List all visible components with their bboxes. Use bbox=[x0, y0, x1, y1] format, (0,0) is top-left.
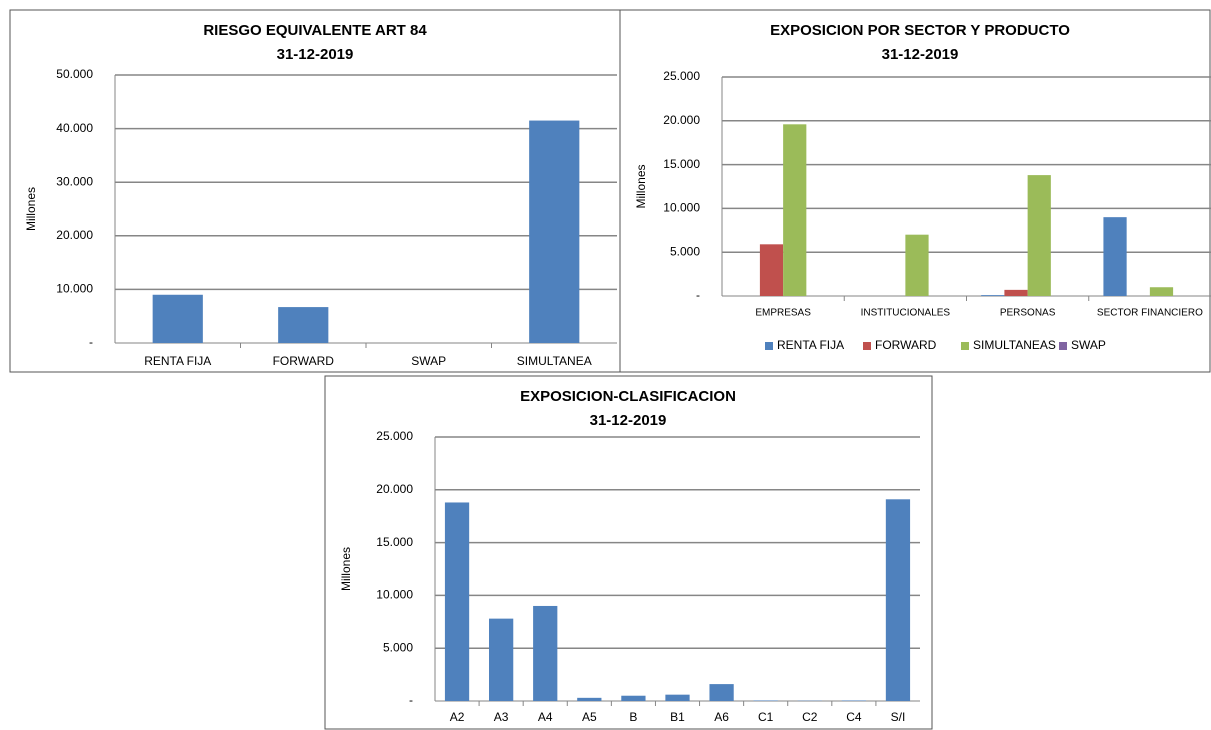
chart-subtitle: 31-12-2019 bbox=[590, 412, 667, 429]
bar bbox=[529, 120, 580, 343]
y-tick-label: 5.000 bbox=[383, 640, 413, 654]
bar bbox=[841, 700, 866, 701]
bar bbox=[783, 124, 807, 296]
chart-border bbox=[619, 9, 1211, 373]
bar bbox=[981, 295, 1005, 296]
bar bbox=[1103, 217, 1127, 296]
y-tick-label: 10.000 bbox=[663, 201, 700, 215]
y-tick-label: 50.000 bbox=[56, 67, 93, 81]
y-tick-label: 20.000 bbox=[663, 113, 700, 127]
chart-border bbox=[324, 375, 933, 730]
x-tick-label: SIMULTANEA bbox=[517, 354, 592, 368]
x-tick-label: SECTOR FINANCIERO bbox=[1097, 308, 1203, 319]
chart-title: RIESGO EQUIVALENTE ART 84 bbox=[203, 22, 427, 39]
x-tick-label: A5 bbox=[582, 710, 597, 724]
y-tick-label: - bbox=[696, 288, 700, 302]
chart-subtitle: 31-12-2019 bbox=[882, 46, 959, 63]
y-tick-label: 5.000 bbox=[670, 244, 700, 258]
bar bbox=[621, 695, 646, 701]
bar bbox=[885, 499, 911, 701]
legend-swatch bbox=[961, 342, 969, 350]
x-tick-label: A3 bbox=[494, 710, 509, 724]
bar bbox=[533, 605, 558, 701]
x-tick-label: A6 bbox=[714, 710, 729, 724]
bar bbox=[444, 502, 470, 701]
chart-title: EXPOSICION POR SECTOR Y PRODUCTO bbox=[770, 22, 1070, 39]
legend-label: RENTA FIJA bbox=[777, 338, 844, 352]
y-tick-label: 20.000 bbox=[376, 482, 413, 496]
y-tick-label: - bbox=[409, 693, 413, 707]
bar bbox=[1027, 175, 1051, 296]
bar bbox=[489, 618, 514, 701]
x-tick-label: FORWARD bbox=[273, 354, 335, 368]
y-tick-label: 20.000 bbox=[56, 228, 93, 242]
x-tick-label: B1 bbox=[670, 710, 685, 724]
x-tick-label: A2 bbox=[450, 710, 465, 724]
legend-swatch bbox=[863, 342, 871, 350]
legend-label: SIMULTANEAS bbox=[973, 338, 1056, 352]
x-tick-label: EMPRESAS bbox=[755, 308, 811, 319]
x-tick-label: A4 bbox=[538, 710, 553, 724]
y-tick-label: 30.000 bbox=[56, 174, 93, 188]
y-tick-label: 25.000 bbox=[663, 69, 700, 83]
bar bbox=[1149, 287, 1174, 296]
x-tick-label: C4 bbox=[846, 710, 862, 724]
bar bbox=[753, 700, 778, 701]
x-tick-label: SWAP bbox=[411, 354, 446, 368]
x-tick-label: RENTA FIJA bbox=[144, 354, 211, 368]
y-axis-label: Millones bbox=[24, 187, 38, 231]
x-tick-label: INSTITUCIONALES bbox=[861, 308, 951, 319]
y-tick-label: 15.000 bbox=[663, 157, 700, 171]
x-tick-label: S/I bbox=[891, 710, 906, 724]
y-axis-label: Millones bbox=[634, 164, 648, 208]
bar bbox=[759, 244, 784, 296]
bar bbox=[577, 697, 602, 701]
y-axis-label: Millones bbox=[339, 547, 353, 591]
x-tick-label: PERSONAS bbox=[1000, 308, 1056, 319]
y-tick-label: 40.000 bbox=[56, 121, 93, 135]
bar bbox=[1004, 289, 1028, 296]
x-tick-label: C2 bbox=[802, 710, 818, 724]
y-tick-label: 15.000 bbox=[376, 535, 413, 549]
x-tick-label: B bbox=[629, 710, 637, 724]
y-tick-label: - bbox=[89, 335, 93, 349]
bar bbox=[709, 684, 734, 701]
bar bbox=[278, 307, 329, 343]
legend-label: FORWARD bbox=[875, 338, 937, 352]
y-tick-label: 10.000 bbox=[56, 282, 93, 296]
legend-label: SWAP bbox=[1071, 338, 1106, 352]
x-tick-label: C1 bbox=[758, 710, 774, 724]
bar bbox=[152, 294, 203, 343]
bar bbox=[905, 234, 929, 296]
chart-title: EXPOSICION-CLASIFICACION bbox=[520, 388, 736, 405]
y-tick-label: 10.000 bbox=[376, 588, 413, 602]
y-tick-label: 25.000 bbox=[376, 429, 413, 443]
legend-swatch bbox=[765, 342, 773, 350]
legend-swatch bbox=[1059, 342, 1067, 350]
chart-subtitle: 31-12-2019 bbox=[277, 46, 354, 63]
bar bbox=[665, 694, 690, 701]
